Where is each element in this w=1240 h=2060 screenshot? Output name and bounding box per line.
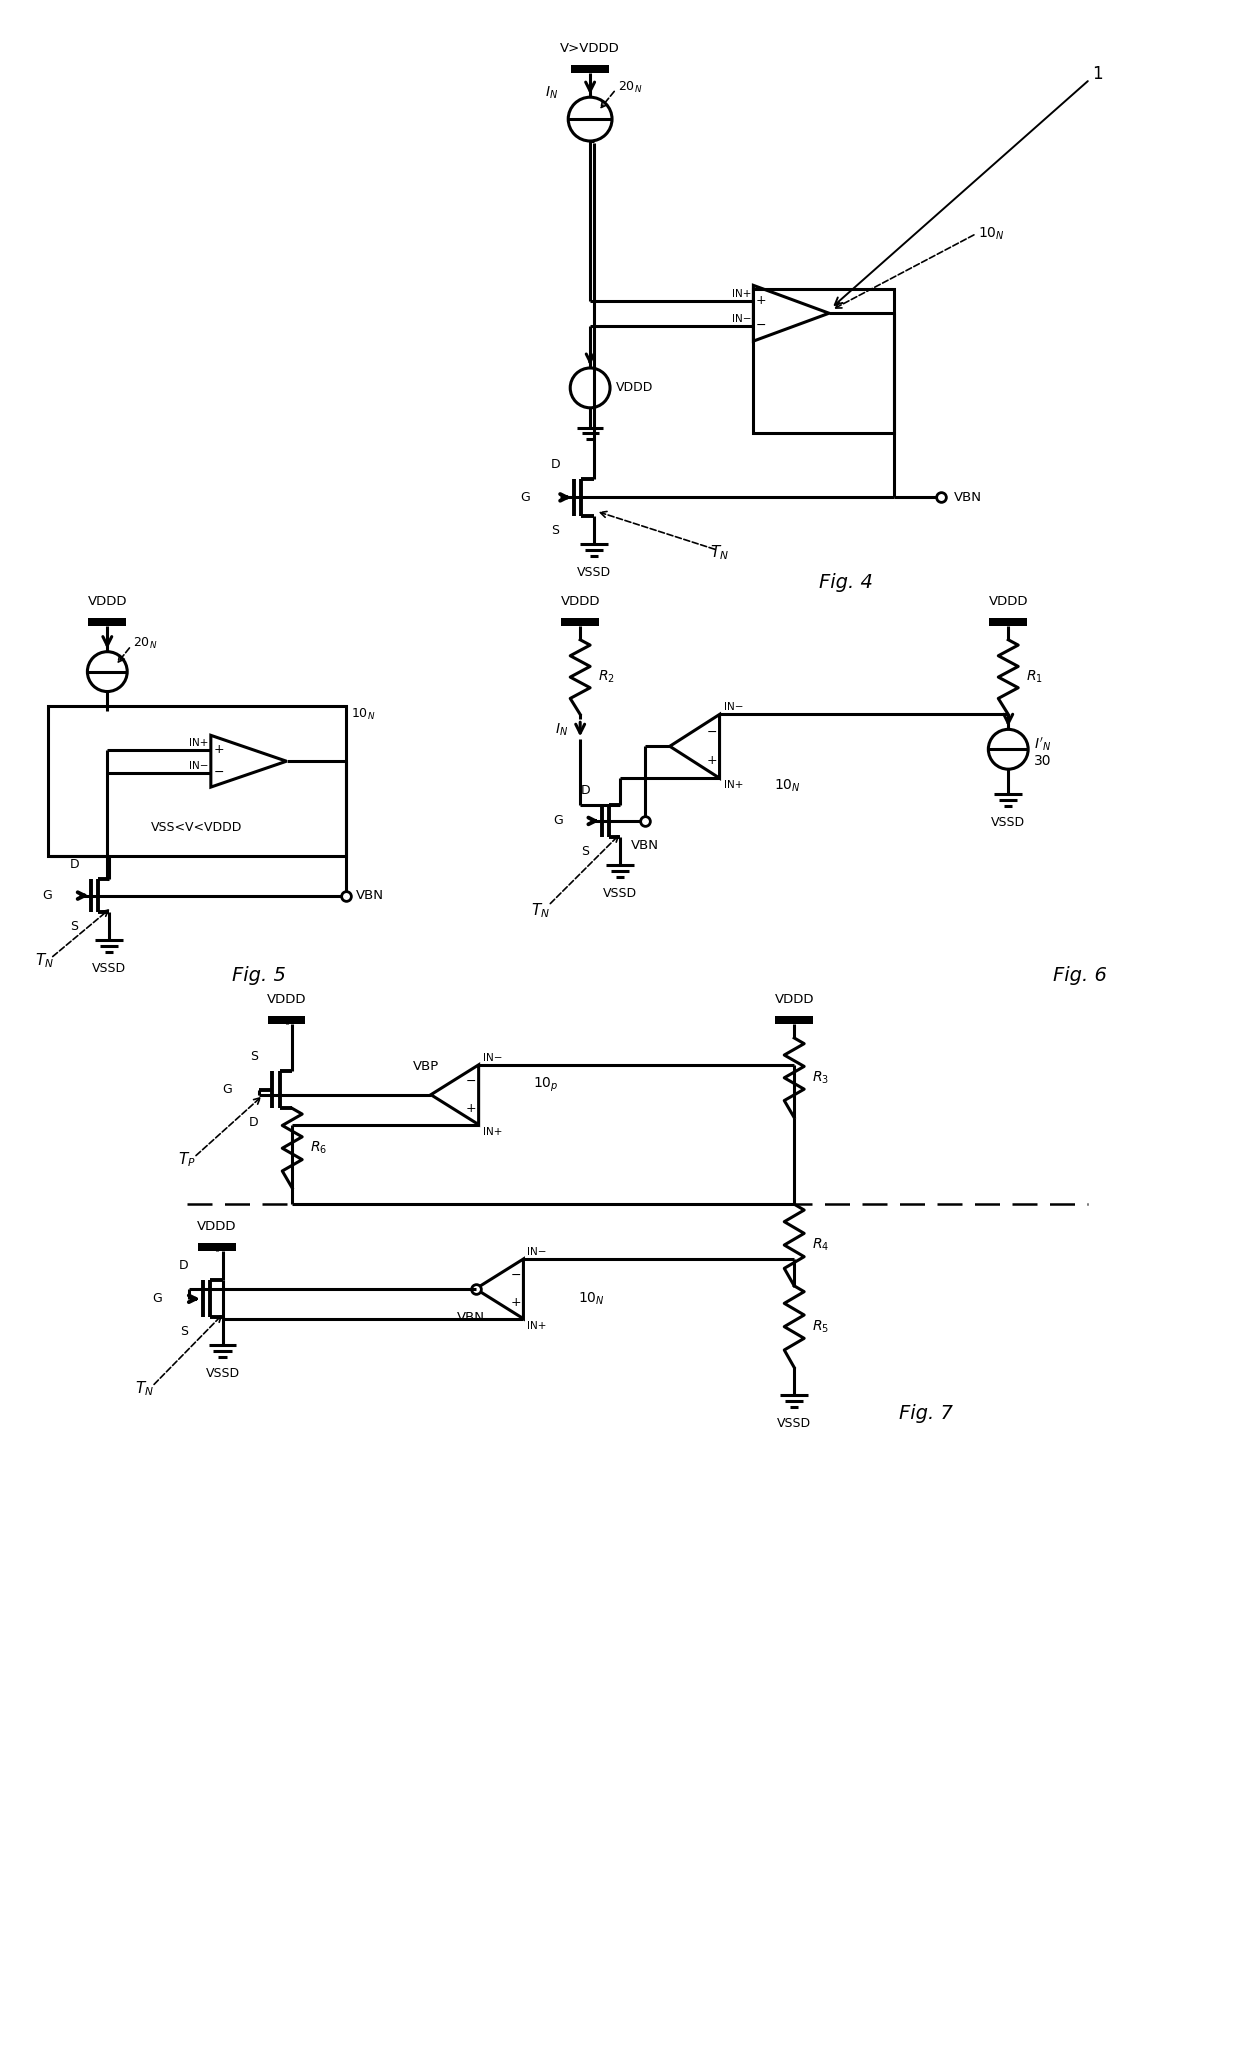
Text: $I_N$: $I_N$ xyxy=(556,721,568,737)
Text: 30: 30 xyxy=(1034,754,1052,768)
Text: D: D xyxy=(580,783,590,797)
Text: VBN: VBN xyxy=(631,838,658,853)
Text: $T_N$: $T_N$ xyxy=(531,900,549,921)
Text: $T_N$: $T_N$ xyxy=(35,952,55,970)
Text: S: S xyxy=(180,1325,188,1339)
Text: VDDD: VDDD xyxy=(267,993,306,1005)
Text: VDDD: VDDD xyxy=(560,595,600,608)
Text: G: G xyxy=(153,1292,162,1306)
Text: $R_2$: $R_2$ xyxy=(598,670,615,686)
Text: D: D xyxy=(69,859,79,871)
Text: S: S xyxy=(582,845,589,859)
Text: VSSD: VSSD xyxy=(92,962,126,974)
Text: IN+: IN+ xyxy=(732,288,751,299)
Text: $R_4$: $R_4$ xyxy=(812,1236,830,1252)
Text: VBN: VBN xyxy=(954,490,982,505)
Text: $R_5$: $R_5$ xyxy=(812,1318,830,1335)
Bar xyxy=(990,618,1027,626)
Text: $20_N$: $20_N$ xyxy=(133,637,157,651)
Text: V>VDDD: V>VDDD xyxy=(560,43,620,56)
Text: $R_3$: $R_3$ xyxy=(812,1069,830,1086)
Text: IN+: IN+ xyxy=(527,1320,547,1331)
Text: S: S xyxy=(552,523,559,538)
Text: $10_N$: $10_N$ xyxy=(978,225,1006,241)
Text: $10_N$: $10_N$ xyxy=(774,779,801,795)
Text: Fig. 4: Fig. 4 xyxy=(820,573,873,591)
Text: VDDD: VDDD xyxy=(616,381,653,393)
Text: G: G xyxy=(222,1084,232,1096)
Text: $R_6$: $R_6$ xyxy=(310,1139,327,1156)
Text: $T_P$: $T_P$ xyxy=(179,1149,196,1168)
Text: VBP: VBP xyxy=(413,1059,439,1073)
Text: $R_1$: $R_1$ xyxy=(1027,670,1043,686)
Text: G: G xyxy=(521,490,531,505)
Text: IN−: IN− xyxy=(732,313,751,323)
Text: $T_N$: $T_N$ xyxy=(135,1378,154,1399)
Text: VSSD: VSSD xyxy=(577,566,611,579)
Text: VSS<V<VDDD: VSS<V<VDDD xyxy=(151,820,243,834)
Text: Fig. 5: Fig. 5 xyxy=(232,966,285,985)
Text: D: D xyxy=(179,1259,188,1273)
Text: D: D xyxy=(249,1117,258,1129)
Text: IN−: IN− xyxy=(527,1246,547,1257)
Text: S: S xyxy=(249,1051,258,1063)
Text: Fig. 7: Fig. 7 xyxy=(899,1403,952,1423)
Text: 1: 1 xyxy=(1092,66,1104,82)
Bar xyxy=(754,288,894,433)
Text: −: − xyxy=(510,1269,521,1281)
Text: $10_p$: $10_p$ xyxy=(533,1075,559,1094)
Text: +: + xyxy=(213,744,224,756)
Text: +: + xyxy=(465,1102,476,1114)
Text: IN+: IN+ xyxy=(482,1127,502,1137)
Text: +: + xyxy=(510,1296,521,1308)
Text: D: D xyxy=(551,457,560,472)
Text: $10_N$: $10_N$ xyxy=(351,707,376,721)
Text: $20_N$: $20_N$ xyxy=(618,80,642,95)
Bar xyxy=(562,618,599,626)
Text: VDDD: VDDD xyxy=(775,993,813,1005)
Text: $T_N$: $T_N$ xyxy=(711,542,729,562)
Text: IN+: IN+ xyxy=(190,737,208,748)
Text: Fig. 6: Fig. 6 xyxy=(1053,966,1107,985)
Text: −: − xyxy=(213,766,224,779)
Bar xyxy=(47,707,346,855)
Text: $I_N$: $I_N$ xyxy=(546,84,558,101)
Bar xyxy=(198,1242,236,1250)
Text: VSSD: VSSD xyxy=(206,1368,239,1380)
Text: VDDD: VDDD xyxy=(988,595,1028,608)
Bar xyxy=(775,1016,813,1024)
Text: IN+: IN+ xyxy=(723,781,743,791)
Text: VSSD: VSSD xyxy=(603,888,637,900)
Text: G: G xyxy=(42,890,52,902)
Text: VSSD: VSSD xyxy=(777,1417,811,1430)
Bar xyxy=(268,1016,305,1024)
Bar xyxy=(572,66,609,74)
Text: $10_N$: $10_N$ xyxy=(578,1292,605,1306)
Text: −: − xyxy=(756,319,766,332)
Text: G: G xyxy=(553,814,563,828)
Text: IN−: IN− xyxy=(482,1053,502,1063)
Text: VDDD: VDDD xyxy=(197,1220,237,1234)
Text: VDDD: VDDD xyxy=(88,595,126,608)
Text: IN−: IN− xyxy=(190,760,208,770)
Text: S: S xyxy=(71,921,78,933)
Text: −: − xyxy=(707,725,717,737)
Text: −: − xyxy=(465,1075,476,1088)
Text: VSSD: VSSD xyxy=(991,816,1025,828)
Text: VBN: VBN xyxy=(356,890,384,902)
Text: VBN: VBN xyxy=(456,1310,485,1325)
Text: +: + xyxy=(756,295,766,307)
Bar xyxy=(88,618,126,626)
Text: IN−: IN− xyxy=(723,702,743,713)
Text: $I'_N$: $I'_N$ xyxy=(1034,735,1052,754)
Text: +: + xyxy=(707,754,717,766)
